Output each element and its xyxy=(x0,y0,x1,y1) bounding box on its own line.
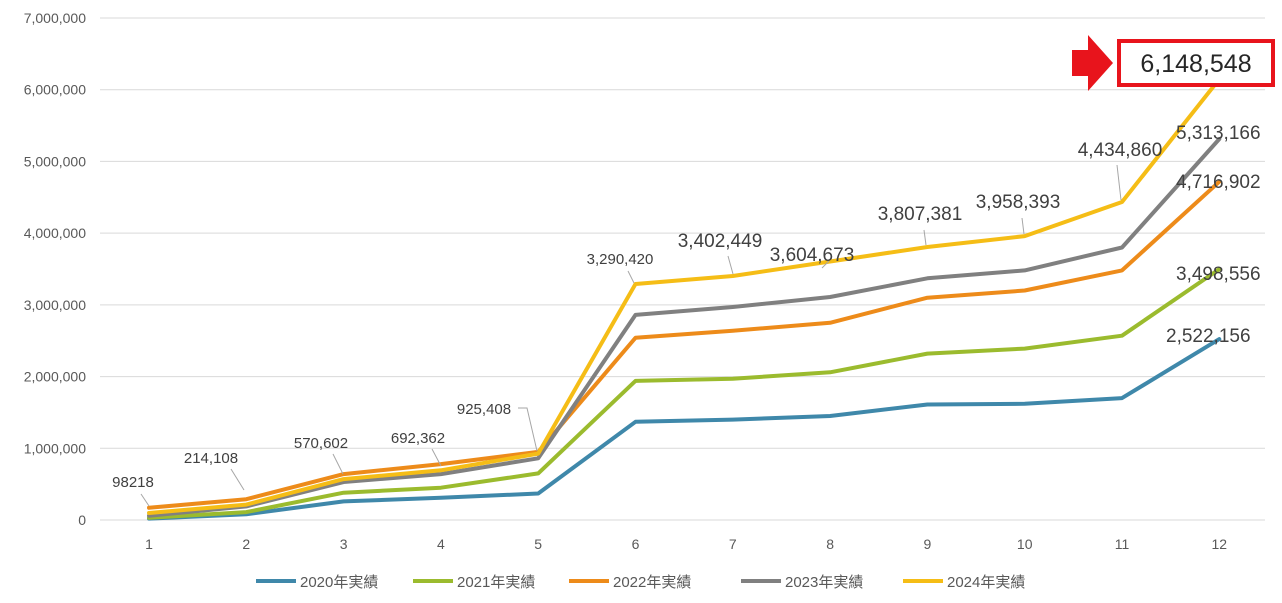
data-label: 5,313,166 xyxy=(1176,123,1261,144)
legend-label: 2021年実績 xyxy=(457,574,535,591)
x-tick-label: 10 xyxy=(1017,536,1033,552)
y-tick-label: 4,000,000 xyxy=(24,225,86,241)
series-line-2021年実績 xyxy=(147,267,1222,520)
data-label: 3,958,393 xyxy=(976,192,1061,213)
data-label: 925,408 xyxy=(457,401,511,418)
arrow-right-icon xyxy=(1072,35,1113,91)
x-tick-label: 4 xyxy=(437,536,445,552)
callout-value: 6,148,548 xyxy=(1140,50,1251,78)
label-leader-line xyxy=(230,468,245,491)
label-leader-line xyxy=(140,493,150,507)
callout-box xyxy=(1117,39,1275,87)
series-lines xyxy=(147,77,1222,521)
series-line-2020年実績 xyxy=(147,337,1222,521)
y-tick-label: 6,000,000 xyxy=(24,82,86,98)
gridlines xyxy=(100,17,1265,521)
legend-label: 2023年実績 xyxy=(785,574,863,591)
data-label: 570,602 xyxy=(294,435,348,452)
label-leader-line xyxy=(821,260,830,269)
label-leader-line xyxy=(332,453,344,475)
series-line-2023年実績 xyxy=(147,137,1222,518)
y-tick-label: 1,000,000 xyxy=(24,440,86,456)
x-tick-label: 7 xyxy=(729,536,737,552)
data-label: 214,108 xyxy=(184,450,238,467)
legend-label: 2020年実績 xyxy=(300,574,378,591)
x-tick-label: 11 xyxy=(1115,536,1130,552)
data-label: 2,522,156 xyxy=(1166,326,1251,347)
data-label: 4,434,860 xyxy=(1078,140,1163,161)
label-leader-line xyxy=(518,407,538,452)
y-axis: 0 1,000,000 2,000,000 3,000,000 4,000,000 5,0… xyxy=(24,10,87,528)
series-line-2022年実績 xyxy=(147,179,1222,510)
data-labels: 98218 214,108 570,602 692,362 925,408 3,290,4… xyxy=(112,123,1261,507)
x-tick-label: 1 xyxy=(145,536,153,552)
label-leader-line xyxy=(727,255,734,275)
y-tick-label: 5,000,000 xyxy=(24,153,86,169)
x-tick-label: 2 xyxy=(242,536,250,552)
y-tick-label: 0 xyxy=(78,512,86,528)
data-label: 3,807,381 xyxy=(878,204,963,225)
label-leader-line xyxy=(923,229,927,246)
label-leader-line xyxy=(627,270,635,284)
series-line-2024年実績 xyxy=(147,77,1222,515)
x-tick-label: 9 xyxy=(924,536,932,552)
data-label: 3,604,673 xyxy=(770,245,855,266)
x-tick-label: 3 xyxy=(340,536,348,552)
label-leader-line xyxy=(1021,217,1025,235)
data-label: 3,290,420 xyxy=(587,251,654,268)
data-label: 692,362 xyxy=(391,430,445,447)
x-tick-label: 6 xyxy=(632,536,640,552)
y-tick-label: 2,000,000 xyxy=(24,369,86,385)
data-label: 98218 xyxy=(112,474,154,491)
data-label: 3,498,556 xyxy=(1176,264,1261,285)
label-leader-line xyxy=(431,448,442,467)
x-tick-label: 8 xyxy=(826,536,834,552)
label-leader-line xyxy=(1116,164,1122,201)
legend-label: 2022年実績 xyxy=(613,574,691,591)
x-tick-label: 5 xyxy=(534,536,542,552)
highlight-callout: 6,148,548 xyxy=(1072,35,1275,91)
y-tick-label: 3,000,000 xyxy=(24,297,86,313)
x-tick-label: 12 xyxy=(1212,536,1228,552)
data-label: 3,402,449 xyxy=(678,231,763,252)
legend-label: 2024年実績 xyxy=(947,574,1025,591)
legend: 2020年実績 2021年実績 2022年実績 2023年実績 2024年実績 xyxy=(256,574,1025,591)
data-label: 4,716,902 xyxy=(1176,172,1261,193)
x-axis: 1 2 3 4 5 6 7 8 9 10 11 12 xyxy=(145,536,1227,552)
y-tick-label: 7,000,000 xyxy=(24,10,86,26)
